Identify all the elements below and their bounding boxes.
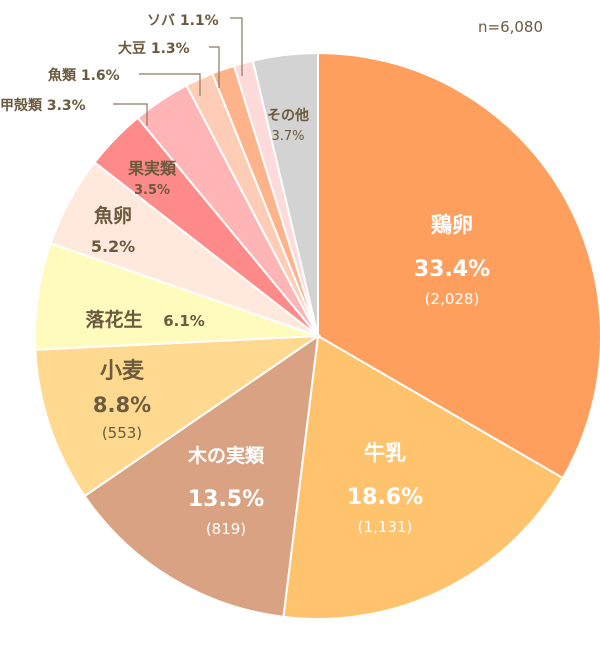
- slice-3-label-group: 木の実類 13.5% (819): [187, 444, 265, 538]
- slice-1-count: (2,028): [425, 290, 480, 308]
- slice-2-percent: 18.6%: [347, 485, 423, 510]
- slice-9-label-group: 魚類 1.6%: [48, 67, 201, 96]
- slice-1-percent: 33.4%: [414, 257, 490, 282]
- slice-4-percent: 8.8%: [93, 393, 151, 417]
- slice-3-percent: 13.5%: [188, 487, 264, 512]
- slice-7-name: 果実類: [127, 159, 177, 178]
- slice-1-name: 鶏卵: [431, 213, 473, 237]
- slice-12-label-group: その他 3.7%: [267, 107, 309, 144]
- slice-8-label: 甲殻類 3.3%: [0, 97, 86, 114]
- slice-7-label-group: 果実類 3.5%: [127, 159, 177, 198]
- slice-4-count: (553): [102, 424, 142, 442]
- slice-2-label-group: 牛乳 18.6% (1,131): [347, 441, 423, 536]
- slice-1-label-group: 鶏卵 33.4% (2,028): [414, 213, 490, 308]
- slice-5-percent: 6.1%: [163, 312, 205, 330]
- slice-6-percent: 5.2%: [91, 237, 135, 256]
- pie-slice-12: [251, 51, 319, 337]
- slice-9-label: 魚類 1.6%: [48, 67, 120, 84]
- slice-4-name: 小麦: [100, 358, 145, 384]
- slice-7-percent: 3.5%: [134, 183, 170, 198]
- slice-11-label: ソバ 1.1%: [147, 13, 219, 29]
- slice-8-leader-line: [113, 103, 148, 126]
- slice-11-leader-line: [230, 17, 243, 76]
- pie-slice-3: [83, 333, 320, 618]
- slice-3-name: 木の実類: [187, 444, 265, 467]
- slice-3-count: (819): [206, 520, 246, 538]
- slice-9-leader-line: [139, 73, 201, 96]
- slice-2-count: (1,131): [358, 518, 413, 536]
- slice-12-percent: 3.7%: [271, 129, 304, 144]
- slice-5-name: 落花生: [85, 308, 142, 331]
- slice-12-name: その他: [267, 107, 309, 124]
- slice-4-label-group: 小麦 8.8% (553): [93, 358, 151, 442]
- pie-slice-1: [317, 51, 600, 480]
- slice-5-label-group: 落花生 6.1%: [85, 308, 204, 331]
- slice-10-label: 大豆 1.3%: [118, 40, 190, 57]
- slice-11-label-group: ソバ 1.1%: [147, 13, 243, 76]
- slice-6-name: 魚卵: [94, 204, 132, 227]
- slice-10-label-group: 大豆 1.3%: [118, 40, 220, 88]
- slice-8-label-group: 甲殻類 3.3%: [0, 97, 148, 126]
- slice-2-name: 牛乳: [364, 441, 406, 465]
- slice-6-label-group: 魚卵 5.2%: [91, 204, 135, 256]
- slice-10-leader-line: [209, 46, 220, 88]
- pie-slice-2: [282, 334, 565, 620]
- pie-slice-4: [34, 334, 322, 498]
- sample-size-label: n=6,080: [478, 18, 544, 36]
